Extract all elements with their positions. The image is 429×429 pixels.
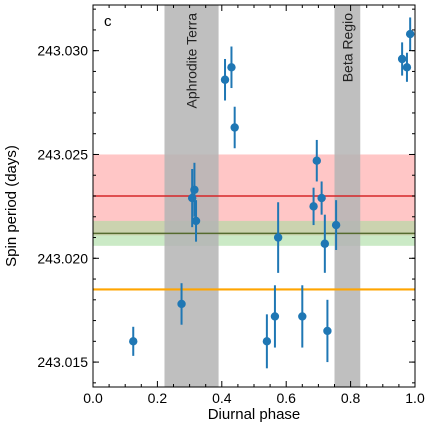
y-tick-label-1: 243.020 — [37, 250, 88, 266]
data-point-3 — [190, 185, 199, 194]
x-tick-label-4: 0.8 — [341, 390, 361, 406]
data-point-11 — [298, 312, 307, 321]
data-point-15 — [320, 239, 330, 248]
region-label-0: Aphrodite Terra — [184, 13, 200, 109]
data-point-8 — [262, 337, 272, 346]
data-point-18 — [397, 54, 407, 64]
data-point-9 — [270, 312, 280, 321]
data-point-6 — [227, 63, 236, 72]
data-point-1 — [177, 299, 186, 309]
data-point-4 — [191, 216, 201, 226]
data-point-0 — [129, 337, 138, 346]
x-tick-label-3: 0.6 — [276, 390, 296, 406]
region-label-1: Beta Regio — [339, 13, 355, 82]
data-point-5 — [220, 75, 230, 84]
data-point-17 — [331, 220, 341, 230]
y-tick-label-3: 243.030 — [37, 43, 88, 59]
data-point-13 — [312, 156, 321, 165]
x-tick-label-0: 0.0 — [83, 390, 103, 406]
data-point-19 — [402, 63, 412, 72]
x-tick-label-5: 1.0 — [405, 390, 425, 406]
data-point-7 — [230, 123, 239, 132]
data-point-20 — [405, 29, 415, 39]
x-tick-label-2: 0.4 — [212, 390, 232, 406]
data-point-12 — [309, 202, 318, 211]
data-point-14 — [317, 193, 326, 203]
x-axis-label: Diurnal phase — [208, 406, 301, 423]
x-tick-label-1: 0.2 — [148, 390, 168, 406]
y-tick-label-0: 243.015 — [37, 354, 88, 370]
y-axis-label: Spin period (days) — [3, 145, 20, 267]
y-tick-label-2: 243.025 — [37, 146, 88, 162]
data-point-10 — [273, 233, 283, 242]
panel-label: c — [104, 13, 112, 30]
plot-area: Aphrodite Terra Beta Regio 0.0 0.2 0.4 0.6 0.8… — [37, 4, 425, 406]
data-point-16 — [323, 326, 332, 336]
